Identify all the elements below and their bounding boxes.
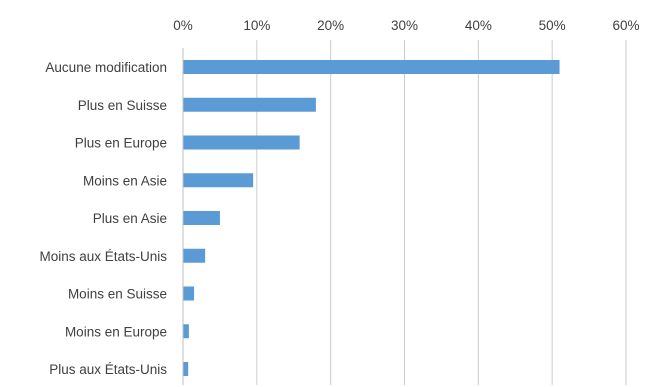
bar	[183, 135, 300, 150]
bar	[183, 248, 206, 263]
x-axis-ticks: 0% 10% 20% 30% 40% 50% 60%	[173, 18, 639, 33]
x-tick-label: 10%	[243, 18, 270, 33]
bar	[183, 324, 189, 339]
category-labels: Aucune modification Plus en Suisse Plus en…	[39, 60, 167, 377]
bar	[183, 97, 316, 112]
x-tick-label: 0%	[173, 18, 193, 33]
category-label: Moins aux États-Unis	[39, 249, 167, 264]
x-tick-label: 60%	[612, 18, 639, 33]
bar	[183, 173, 254, 188]
gridlines	[256, 40, 627, 385]
bar	[183, 60, 560, 74]
category-label: Aucune modification	[45, 60, 167, 75]
bar	[183, 362, 189, 376]
bars	[183, 60, 560, 376]
category-label: Moins en Europe	[65, 324, 167, 339]
category-label: Plus aux États-Unis	[49, 362, 167, 377]
category-label: Plus en Asie	[93, 211, 167, 226]
x-tick-label: 20%	[317, 18, 344, 33]
bar	[183, 286, 195, 301]
category-label: Plus en Europe	[75, 136, 167, 151]
x-tick-label: 30%	[391, 18, 418, 33]
category-label: Plus en Suisse	[78, 98, 167, 113]
category-label: Moins en Suisse	[68, 287, 167, 302]
x-tick-label: 40%	[465, 18, 492, 33]
category-label: Moins en Asie	[83, 173, 167, 188]
bar	[183, 211, 220, 225]
x-tick-label: 50%	[539, 18, 566, 33]
